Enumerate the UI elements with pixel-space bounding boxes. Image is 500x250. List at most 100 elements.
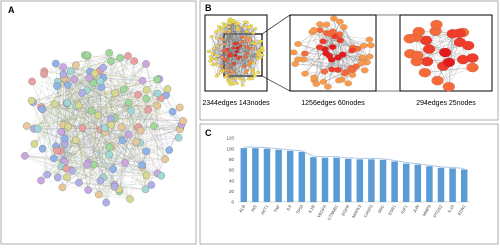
node [261, 49, 265, 52]
node [143, 172, 150, 179]
node [227, 54, 231, 57]
node [78, 89, 85, 96]
node [324, 84, 331, 90]
node [108, 121, 115, 128]
node [85, 186, 92, 193]
node [120, 86, 127, 93]
node [180, 117, 187, 124]
node [337, 37, 344, 43]
y-tick-label: 120 [226, 136, 234, 141]
node [220, 65, 224, 68]
node [60, 71, 67, 78]
node [99, 64, 106, 71]
node [349, 72, 356, 78]
node [67, 67, 74, 74]
node [419, 68, 431, 77]
node [222, 43, 226, 46]
node [316, 44, 323, 50]
node [142, 186, 149, 193]
node [215, 37, 219, 40]
node [244, 71, 248, 74]
node [119, 137, 126, 144]
node [230, 70, 234, 73]
node [250, 77, 254, 80]
node [137, 127, 144, 134]
node [335, 78, 342, 84]
node [28, 78, 35, 85]
node [215, 75, 219, 78]
node [222, 22, 226, 25]
node [242, 25, 246, 28]
node [63, 174, 70, 181]
node [467, 63, 479, 72]
node [443, 58, 455, 67]
panel-label: A [8, 5, 15, 15]
node [75, 179, 82, 186]
node [21, 152, 28, 159]
node [154, 76, 161, 83]
node [311, 75, 318, 81]
node [79, 125, 86, 132]
node [361, 68, 368, 74]
node [313, 81, 320, 87]
node [64, 123, 71, 130]
node [252, 31, 256, 34]
node [94, 112, 101, 119]
node [143, 86, 150, 93]
node [61, 135, 68, 142]
node [360, 43, 367, 49]
node [106, 144, 113, 151]
node [214, 63, 218, 66]
y-tick-label: 80 [229, 157, 235, 162]
node [211, 52, 215, 55]
node [359, 55, 366, 61]
node [421, 57, 433, 66]
node [209, 55, 213, 58]
node [162, 156, 169, 163]
node [150, 122, 157, 129]
node [228, 22, 232, 25]
node [257, 49, 261, 52]
bar [368, 159, 374, 202]
node [88, 107, 95, 114]
network-caption: 2344edges 143nodes [202, 100, 270, 107]
node [232, 62, 236, 65]
node [75, 102, 82, 109]
bar [275, 150, 281, 202]
node [44, 171, 51, 178]
node [244, 56, 248, 59]
node [245, 30, 249, 33]
node [131, 57, 138, 64]
node [64, 81, 71, 88]
node [39, 145, 46, 152]
node [341, 71, 348, 77]
node [143, 95, 150, 102]
node [328, 67, 335, 73]
node [217, 29, 221, 32]
node [256, 54, 260, 57]
bar [264, 149, 270, 202]
node [231, 82, 235, 85]
node [237, 22, 241, 25]
node [340, 24, 347, 30]
node [154, 102, 161, 109]
node [404, 34, 416, 43]
node [226, 69, 230, 72]
node [457, 55, 469, 64]
node [176, 104, 183, 111]
node [86, 74, 93, 81]
node [241, 84, 245, 87]
node [294, 41, 301, 47]
node [121, 159, 128, 166]
node [239, 77, 243, 80]
bar [252, 148, 258, 202]
node [235, 42, 239, 45]
node [214, 54, 218, 57]
bar [426, 166, 432, 202]
node [60, 63, 67, 70]
node [248, 60, 252, 63]
node [227, 79, 231, 82]
node [128, 107, 135, 114]
node [106, 151, 113, 158]
